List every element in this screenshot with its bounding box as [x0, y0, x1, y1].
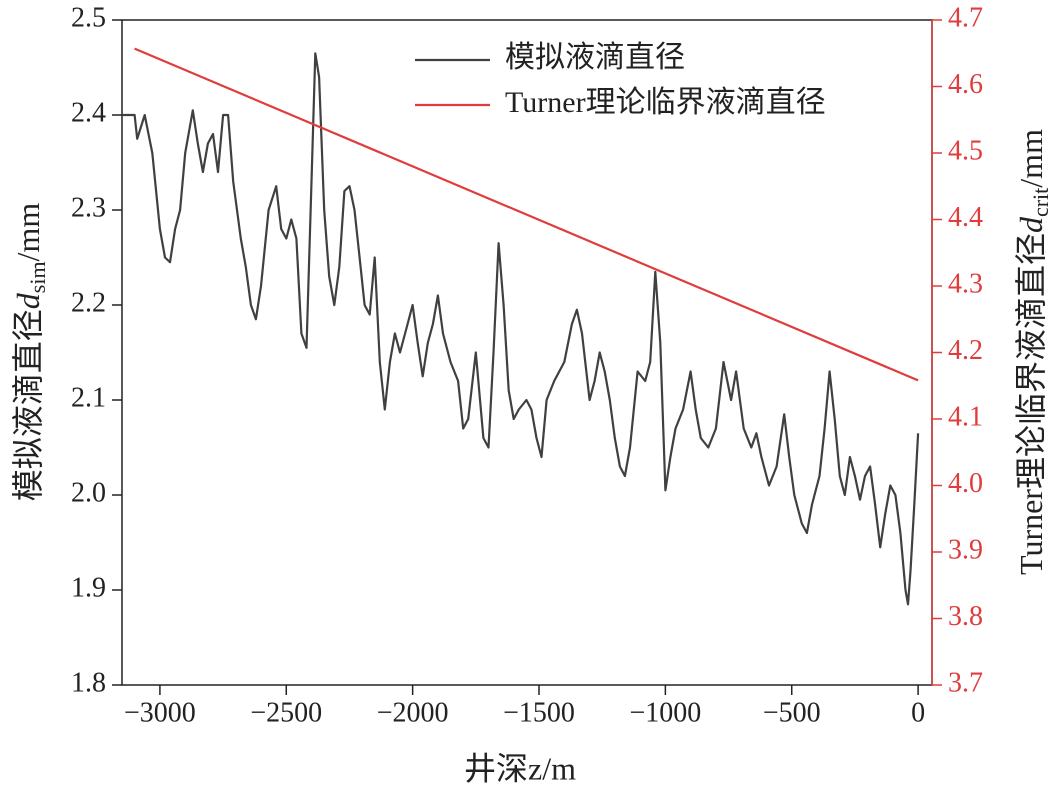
x-tick-label: 0 — [911, 697, 925, 728]
y-tick-label: 1.9 — [71, 572, 106, 603]
data-line — [134, 47, 919, 382]
x-tick-label: −1500 — [503, 697, 575, 728]
y-tick-label: 2.4 — [71, 97, 106, 128]
y2-label-unit: /mm — [1013, 129, 1049, 188]
x-tick-label: −3000 — [124, 697, 196, 728]
y2-tick-label: 4.7 — [948, 2, 983, 33]
x-tick-label: −2500 — [250, 697, 322, 728]
y-tick-label: 2.0 — [71, 477, 106, 508]
y-tick-label: 2.5 — [71, 2, 106, 33]
y2-label-symbol: d — [1013, 216, 1049, 233]
y2-axis-label: Turner理论临界液滴直径dcrit/mm — [1013, 129, 1053, 575]
y-tick-label: 2.1 — [71, 382, 106, 413]
y2-tick-label: 4.0 — [948, 468, 983, 499]
y-tick-label: 2.3 — [71, 192, 106, 223]
x-tick-label: −2000 — [377, 697, 449, 728]
x-tick-label: −500 — [763, 697, 821, 728]
y2-tick-label: 4.6 — [948, 69, 983, 100]
y2-tick-label: 3.8 — [948, 601, 983, 632]
legend-label: 模拟液滴直径 — [505, 41, 685, 74]
y2-tick-label: 4.5 — [948, 135, 983, 166]
x-axis-label: 井深z/m — [464, 750, 576, 786]
y-label-subscript: sim — [25, 261, 50, 293]
y2-tick-label: 3.7 — [948, 667, 983, 698]
y-label-symbol: d — [10, 292, 46, 309]
data-line — [122, 52, 920, 606]
y-label-unit: /mm — [10, 203, 46, 262]
y2-tick-label: 4.1 — [948, 401, 983, 432]
y2-label-subscript: crit — [1028, 188, 1053, 217]
y2-label-text: Turner理论临界液滴直径 — [1013, 233, 1049, 575]
y2-tick-label: 4.3 — [948, 268, 983, 299]
plot-frame — [121, 19, 933, 686]
y-tick-label: 1.8 — [71, 667, 106, 698]
y2-tick-label: 4.2 — [948, 335, 983, 366]
legend-label: Turner理论临界液滴直径 — [505, 86, 826, 119]
y-label-text: 模拟液滴直径 — [10, 309, 46, 501]
y-axis-label: 模拟液滴直径dsim/mm — [10, 203, 50, 502]
y2-tick-label: 3.9 — [948, 534, 983, 565]
y2-tick-label: 4.4 — [948, 202, 983, 233]
y-tick-label: 2.2 — [71, 287, 106, 318]
x-tick-label: −1000 — [629, 697, 701, 728]
